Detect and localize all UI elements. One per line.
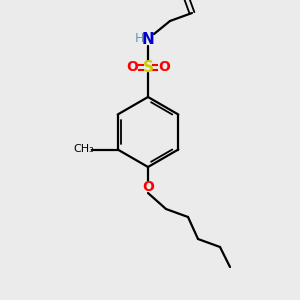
Text: O: O [142,180,154,194]
Text: S: S [142,59,154,74]
Text: H: H [134,32,144,46]
Text: CH₃: CH₃ [73,145,94,154]
Text: O: O [158,60,170,74]
Text: O: O [126,60,138,74]
Text: N: N [142,32,154,46]
